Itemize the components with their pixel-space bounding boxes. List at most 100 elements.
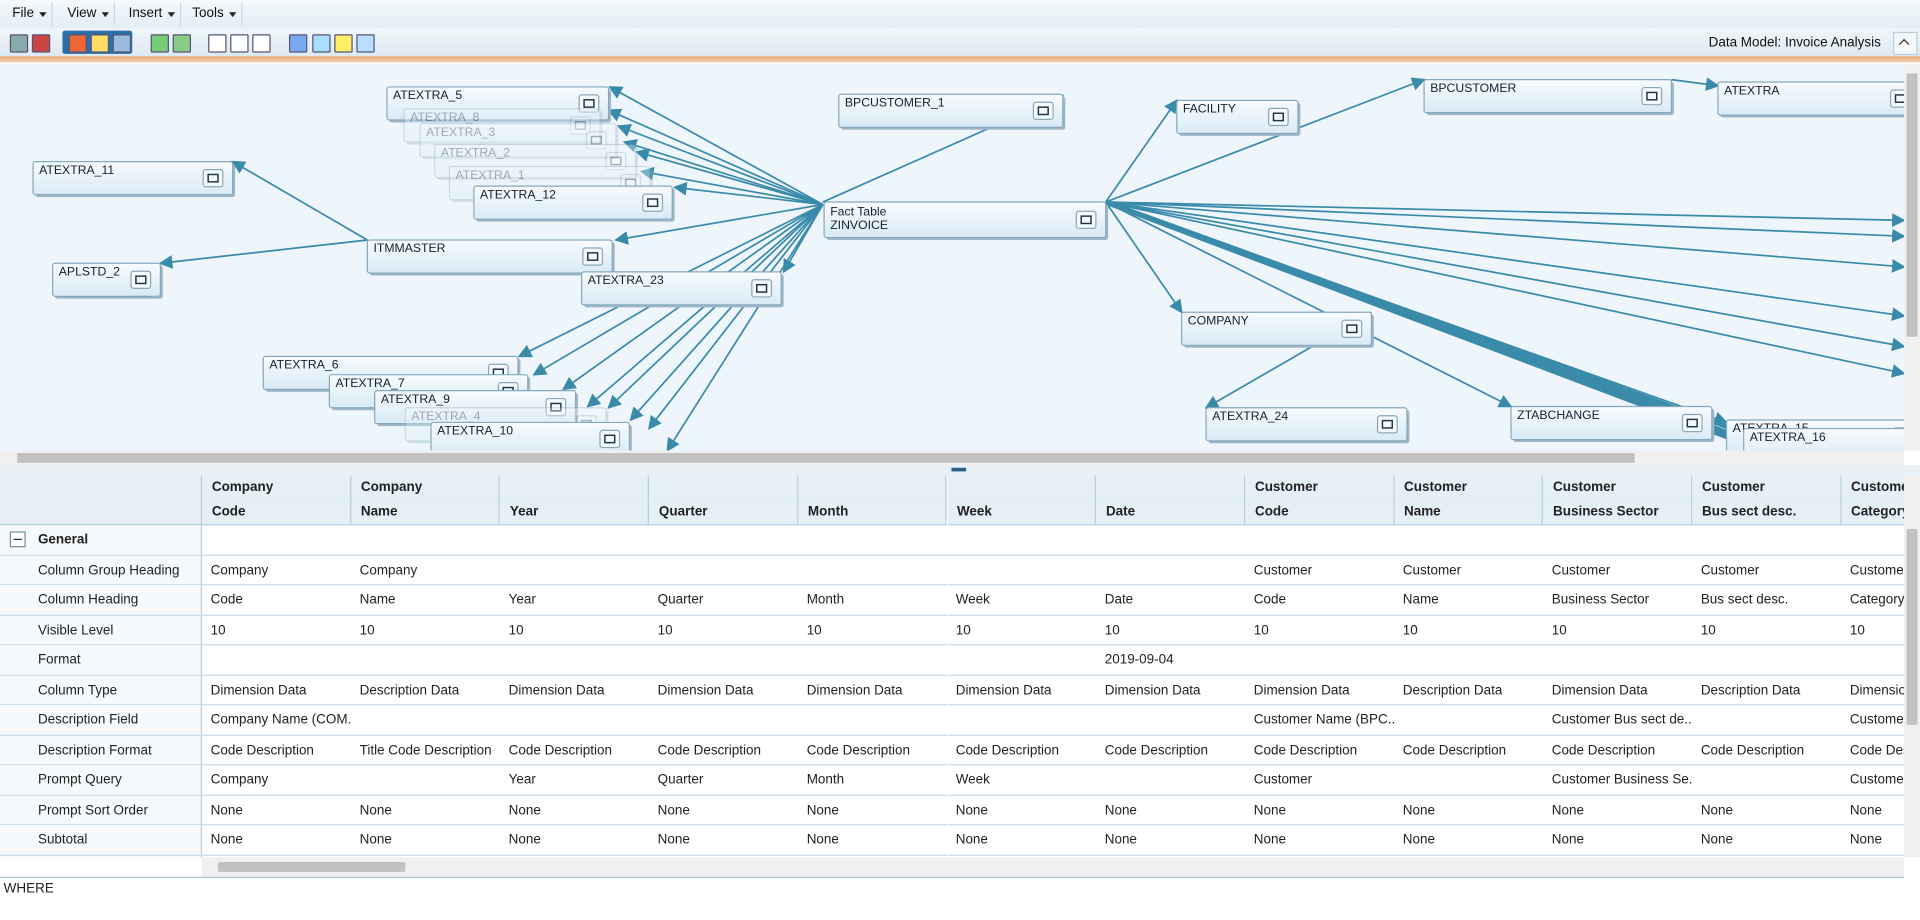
cell[interactable]: Year <box>500 585 650 616</box>
node-button[interactable] <box>751 279 773 298</box>
cell[interactable]: Year <box>500 765 650 796</box>
cell[interactable]: Name <box>1394 585 1544 616</box>
cell[interactable]: None <box>351 825 501 856</box>
cell[interactable]: 10 <box>1245 615 1395 646</box>
table-node[interactable]: ATEXTRA_23 <box>581 271 784 308</box>
table-node[interactable]: COMPANY <box>1181 311 1374 348</box>
cell[interactable] <box>649 555 799 586</box>
cell[interactable]: 10 <box>1096 615 1246 646</box>
cell[interactable]: None <box>1245 825 1395 856</box>
cell[interactable]: 10 <box>500 615 650 646</box>
cell[interactable]: Customer... <box>1841 705 1905 736</box>
cell[interactable]: Code Description <box>1692 735 1842 766</box>
cell[interactable]: Code Description <box>1543 735 1693 766</box>
cell[interactable]: None <box>1394 825 1544 856</box>
cell[interactable]: 10 <box>1543 615 1693 646</box>
column-header[interactable]: Month <box>798 499 948 526</box>
column-group-header[interactable] <box>947 475 1097 501</box>
cell[interactable]: Customer <box>1543 555 1693 586</box>
cell[interactable]: Dimension Data <box>1543 675 1693 706</box>
cell[interactable]: 10 <box>351 615 501 646</box>
splitter[interactable] <box>0 465 1920 476</box>
column-header[interactable]: Name <box>1394 499 1544 526</box>
scroll-thumb[interactable] <box>217 862 406 872</box>
cell[interactable]: Bus sect desc. <box>1692 585 1842 616</box>
v-scrollbar[interactable] <box>1904 63 1920 451</box>
cell[interactable]: 10 <box>1692 615 1842 646</box>
column-group-header[interactable]: Company <box>202 475 352 501</box>
cell[interactable]: 2019-09-04 <box>1096 645 1246 676</box>
cell[interactable] <box>798 645 948 676</box>
cell[interactable] <box>1841 645 1905 676</box>
cell[interactable]: Dimension Data <box>1096 675 1246 706</box>
column-header[interactable]: Business Sector <box>1543 499 1693 526</box>
cell[interactable]: None <box>1692 795 1842 826</box>
toolbar-button[interactable] <box>68 34 87 53</box>
table-node[interactable]: ATEXTRA_11 <box>32 161 236 198</box>
toolbar-button[interactable] <box>9 34 29 53</box>
toolbar-button[interactable] <box>312 34 331 53</box>
node-button[interactable] <box>1376 415 1398 434</box>
cell[interactable]: None <box>500 795 650 826</box>
column-group-header[interactable]: Customer <box>1841 475 1905 501</box>
cell[interactable]: None <box>1543 825 1693 856</box>
h-scrollbar[interactable] <box>0 450 1905 466</box>
toolbar-button[interactable] <box>252 34 271 53</box>
cell[interactable]: Code Description <box>1245 735 1395 766</box>
cell[interactable] <box>1096 765 1246 796</box>
scroll-thumb[interactable] <box>1906 73 1918 337</box>
cell[interactable] <box>500 645 650 676</box>
cell[interactable]: Customer <box>1245 765 1395 796</box>
toolbar-button[interactable] <box>334 34 353 53</box>
cell[interactable]: None <box>1692 825 1842 856</box>
cell[interactable]: Company <box>202 555 352 586</box>
table-node[interactable]: APLSTD_2 <box>52 262 163 299</box>
cell[interactable] <box>1096 705 1246 736</box>
cell[interactable]: None <box>202 825 352 856</box>
cell[interactable]: 10 <box>1841 615 1905 646</box>
cell[interactable]: None <box>649 795 799 826</box>
column-header[interactable]: Date <box>1096 499 1246 526</box>
cell[interactable]: None <box>1841 825 1905 856</box>
cell[interactable]: None <box>1096 795 1246 826</box>
table-node[interactable]: ATEXTRA_10 <box>430 421 632 451</box>
cell[interactable]: Code Description <box>798 735 948 766</box>
cell[interactable]: Week <box>947 765 1097 796</box>
cell[interactable]: None <box>1841 795 1905 826</box>
cell[interactable]: Company Name (COM... <box>202 705 352 736</box>
cell[interactable] <box>351 645 501 676</box>
cell[interactable]: Description Data <box>351 675 501 706</box>
cell[interactable] <box>500 555 650 586</box>
node-button[interactable] <box>599 429 621 449</box>
cell[interactable] <box>1692 705 1842 736</box>
cell[interactable] <box>947 645 1097 676</box>
collapse-button[interactable] <box>1893 31 1918 56</box>
cell[interactable]: Customer <box>1841 555 1905 586</box>
cell[interactable]: Quarter <box>649 585 799 616</box>
cell[interactable]: 10 <box>1394 615 1544 646</box>
node-button[interactable] <box>202 168 224 188</box>
cell[interactable] <box>1692 645 1842 676</box>
cell[interactable]: None <box>1543 795 1693 826</box>
cell[interactable]: Date <box>1096 585 1246 616</box>
cell[interactable]: Code <box>1245 585 1395 616</box>
node-button[interactable] <box>1267 107 1289 127</box>
cell[interactable]: Code Description <box>1096 735 1246 766</box>
node-button[interactable] <box>1032 101 1054 121</box>
column-group-header[interactable]: Customer <box>1245 475 1395 501</box>
node-button[interactable] <box>1075 210 1097 229</box>
cell[interactable]: None <box>202 795 352 826</box>
cell[interactable] <box>1543 645 1693 676</box>
column-header[interactable]: Category <box>1841 499 1905 526</box>
cell[interactable]: Company <box>202 765 352 796</box>
scroll-thumb[interactable] <box>1906 528 1918 725</box>
cell[interactable]: Customer <box>1245 555 1395 586</box>
cell[interactable] <box>1692 765 1842 796</box>
column-group-header[interactable] <box>798 475 948 501</box>
cell[interactable] <box>1394 705 1544 736</box>
cell[interactable] <box>947 705 1097 736</box>
table-node[interactable]: ZTABCHANGE <box>1510 405 1715 443</box>
cell[interactable]: Dimension Data <box>649 675 799 706</box>
column-group-header[interactable] <box>1096 475 1246 501</box>
cell[interactable] <box>1245 645 1395 676</box>
